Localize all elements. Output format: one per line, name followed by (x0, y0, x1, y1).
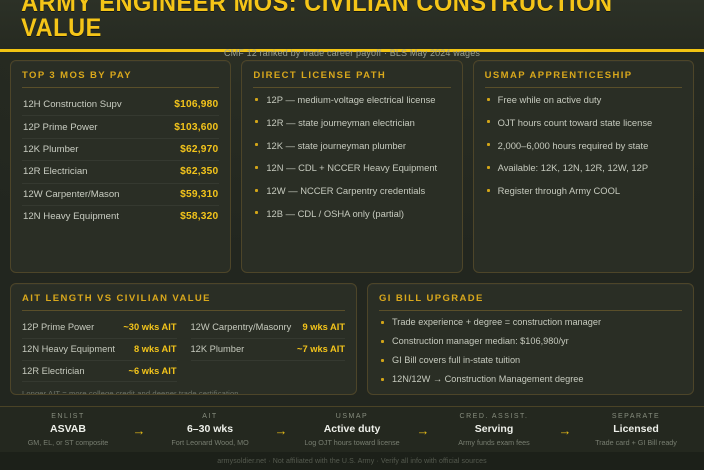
license-list-item: 12K — state journeyman plumber (253, 140, 450, 152)
pay-row: 12H Construction Supv $106,980 (22, 94, 220, 117)
pay-row: 12P Prime Power $103,600 (22, 116, 220, 139)
ait-row: 12P Prime Power ~30 wks AIT (22, 317, 177, 339)
timeline-step: USMAP Active duty Log OJT hours toward lic… (298, 413, 406, 447)
timeline-step-value: 6–30 wks (186, 422, 234, 435)
license-list-item: 12W — NCCER Carpentry credentials (253, 185, 450, 197)
panel-top-mos-by-pay: TOP 3 MOS BY PAY 12H Construction Supv $1… (10, 60, 232, 273)
ait-row-length: ~30 wks AIT (123, 322, 177, 333)
career-timeline: ENLIST ASVAB GM, EL, or ST composite → AIT 6–… (0, 406, 704, 452)
gibill-list: Trade experience + degree = construction… (379, 317, 682, 394)
ait-row-mos: 12R Electrician (22, 365, 85, 376)
timeline-step: CRED. ASSIST. Serving Army funds exam fees (440, 413, 548, 447)
pay-row-value: $62,970 (180, 143, 219, 155)
ait-row-mos: 12P Prime Power (22, 322, 95, 333)
arrow-right-icon: → (132, 422, 146, 438)
arrow-right-icon: → (416, 422, 430, 438)
pay-row: 12N Heavy Equipment $58,320 (22, 206, 219, 227)
usmap-list-item: Free while on active duty (485, 94, 682, 106)
timeline-step: SEPARATE Licensed Trade card + GI Bill rea… (582, 413, 690, 447)
gibill-list-item: 12N/12W → Construction Management degree (379, 374, 682, 386)
timeline-step-detail: Log OJT hours toward license (304, 437, 400, 447)
disclaimer-text: armysoldier.net · Not affiliated with th… (217, 457, 487, 465)
page-subtitle: CMF 12 ranked by trade career payoff · B… (223, 48, 480, 58)
usmap-list: Free while on active duty OJT hours count… (485, 94, 682, 197)
timeline-step: ENLIST ASVAB GM, EL, or ST composite (14, 413, 122, 447)
pay-list: 12H Construction Supv $106,980 12P Prime P… (22, 94, 220, 227)
timeline-step-kicker: USMAP (335, 412, 369, 420)
ait-grid: 12P Prime Power ~30 wks AIT 12W Carpentry/… (22, 317, 345, 383)
panel-ait-length-vs-value: AIT LENGTH VS CIVILIAN VALUE 12P Prime P… (10, 283, 357, 395)
ait-row-length: ~6 wks AIT (128, 365, 177, 376)
arrow-right-icon: → (558, 422, 572, 438)
license-list-item: 12N — CDL + NCCER Heavy Equipment (253, 162, 450, 174)
license-list-item: 12P — medium-voltage electrical license (253, 94, 450, 106)
panel-usmap-apprenticeship: USMAP APPRENTICESHIP Free while on activ… (472, 60, 694, 273)
ait-footnote: Longer AIT = more college credit and dee… (22, 389, 239, 395)
timeline-step-kicker: SEPARATE (611, 412, 661, 420)
panel-row-top: TOP 3 MOS BY PAY 12H Construction Supv $1… (10, 60, 694, 273)
pay-row: 12K Plumber $62,970 (22, 139, 220, 162)
timeline-step-value: Licensed (613, 422, 659, 435)
pay-row: 12R Electrician $62,350 (22, 161, 220, 184)
timeline-step-detail: Army funds exam fees (458, 437, 530, 447)
ait-row-length: 8 wks AIT (133, 344, 177, 355)
pay-row-mos: 12P Prime Power (23, 121, 98, 133)
pay-row-value: $106,980 (174, 99, 219, 111)
gibill-list-item: Trade experience + degree = construction… (379, 317, 682, 329)
panel-title-gibill: GI BILL UPGRADE (379, 293, 682, 311)
ait-row: 12N Heavy Equipment 8 wks AIT (22, 339, 177, 361)
license-list: 12P — medium-voltage electrical license 1… (253, 94, 450, 220)
ait-row: 12W Carpentry/Masonry 9 wks AIT (190, 317, 345, 339)
panel-row-bottom: AIT LENGTH VS CIVILIAN VALUE 12P Prime P… (10, 283, 694, 395)
timeline-step-detail: Trade card + GI Bill ready (595, 437, 677, 447)
ait-row-mos: 12N Heavy Equipment (22, 344, 116, 355)
panel-title-ait: AIT LENGTH VS CIVILIAN VALUE (22, 293, 345, 311)
pay-row-mos: 12R Electrician (23, 166, 88, 178)
pay-row-value: $103,600 (174, 121, 219, 133)
gibill-list-item: Construction manager median: $106,980/yr (379, 336, 682, 348)
arrow-right-icon: → (274, 422, 288, 438)
usmap-list-item: OJT hours count toward state license (485, 117, 682, 129)
panel-title-usmap: USMAP APPRENTICESHIP (484, 70, 682, 88)
panel-title-pay: TOP 3 MOS BY PAY (22, 70, 220, 88)
pay-row: 12W Carpenter/Mason $59,310 (22, 184, 220, 206)
ait-row-mos: 12W Carpentry/Masonry (190, 322, 292, 333)
timeline-step-kicker: AIT (202, 412, 218, 420)
license-list-item: 12R — state journeyman electrician (253, 117, 450, 129)
gibill-list-item: GI Bill covers full in-state tuition (379, 355, 682, 367)
ait-row-mos: 12K Plumber (190, 344, 245, 355)
panel-title-license: DIRECT LICENSE PATH (253, 70, 451, 88)
panel-gi-bill-upgrade: GI BILL UPGRADE Trade experience + degre… (367, 283, 694, 395)
timeline-step-kicker: ENLIST (51, 412, 85, 420)
timeline-step-value: Active duty (323, 422, 381, 435)
panel-direct-license-path: DIRECT LICENSE PATH 12P — medium-voltage… (241, 60, 463, 273)
page-title: ARMY ENGINEER MOS: CIVILIAN CONSTRUCTION… (21, 0, 613, 42)
page-header: ARMY ENGINEER MOS: CIVILIAN CONSTRUCTION… (0, 0, 704, 58)
timeline-step: AIT 6–30 wks Fort Leonard Wood, MO (156, 413, 264, 447)
pay-row-value: $59,310 (180, 188, 219, 200)
pay-row-mos: 12H Construction Supv (23, 99, 122, 111)
gibill-list-item: 12R/12P → Electrical Engineering Technol… (379, 393, 682, 394)
license-list-item: 12B — CDL / OSHA only (partial) (253, 208, 450, 220)
usmap-list-item: Available: 12K, 12N, 12R, 12W, 12P (485, 162, 682, 174)
pay-row-mos: 12N Heavy Equipment (23, 211, 119, 223)
pay-row-mos: 12W Carpenter/Mason (23, 188, 120, 200)
ait-row-length: ~7 wks AIT (297, 344, 345, 355)
ait-row: 12R Electrician ~6 wks AIT (22, 361, 177, 383)
ait-row: 12K Plumber ~7 wks AIT (190, 339, 345, 361)
timeline-step-detail: GM, EL, or ST composite (27, 437, 109, 447)
disclaimer-bar: armysoldier.net · Not affiliated with th… (0, 452, 704, 470)
timeline-step-detail: Fort Leonard Wood, MO (171, 437, 249, 447)
content-area: TOP 3 MOS BY PAY 12H Construction Supv $1… (0, 52, 704, 406)
ait-row-length: 9 wks AIT (302, 322, 345, 333)
timeline-step-kicker: CRED. ASSIST. (459, 412, 529, 420)
pay-row-value: $58,320 (180, 211, 219, 223)
pay-row-mos: 12K Plumber (23, 143, 79, 155)
timeline-step-value: ASVAB (50, 422, 86, 435)
usmap-list-item: 2,000–6,000 hours required by state (485, 140, 682, 152)
usmap-list-item: Register through Army COOL (485, 185, 682, 197)
timeline-step-value: Serving (474, 422, 514, 435)
pay-row-value: $62,350 (180, 166, 219, 178)
